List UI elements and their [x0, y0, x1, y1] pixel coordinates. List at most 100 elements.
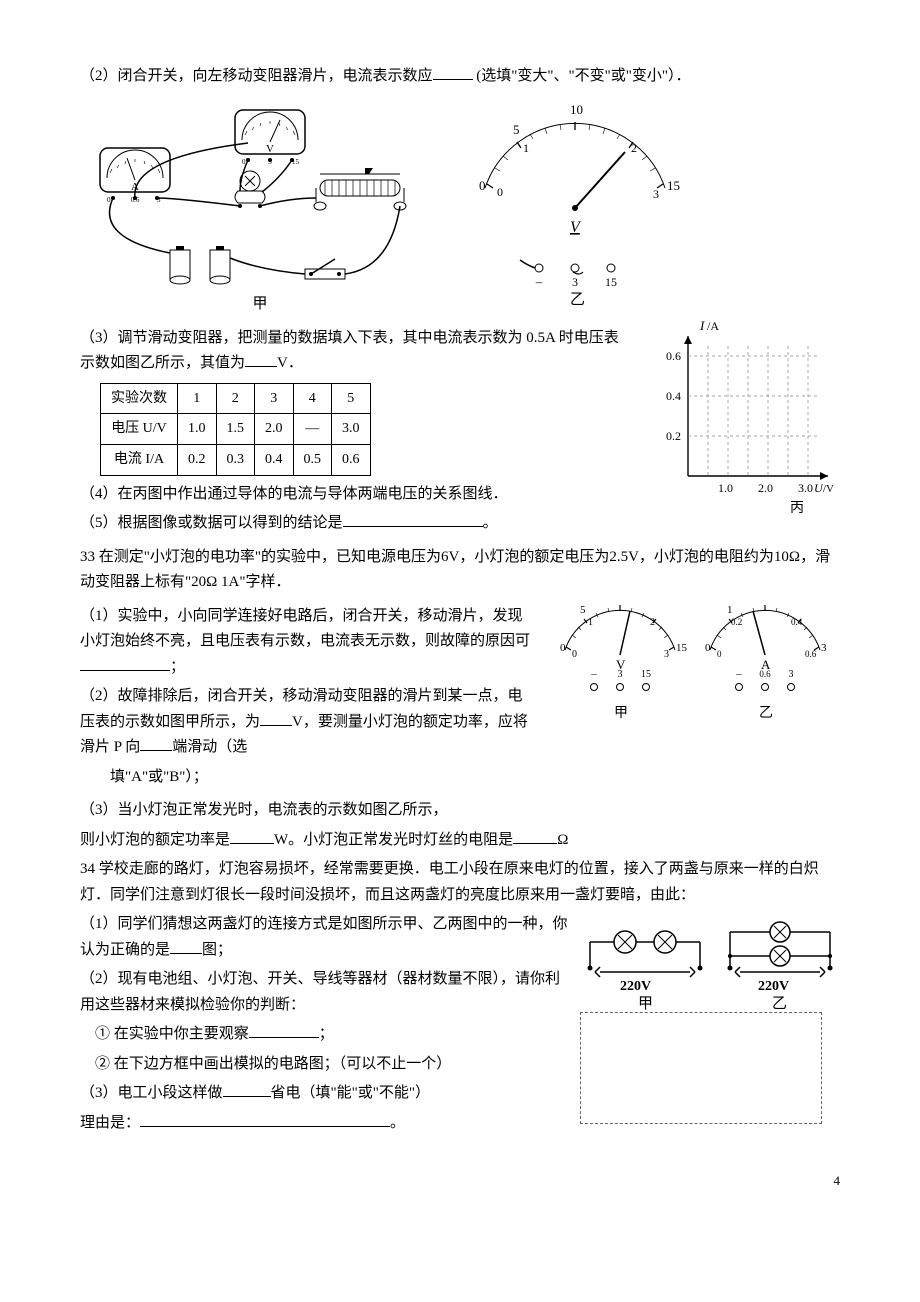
svg-text:3: 3: [572, 275, 578, 289]
graph-bing: I/A 0.6 0.4 0.2 1.0 2.0 3.0 U/V 丙: [640, 316, 840, 516]
th: 电流 I/A: [101, 445, 178, 476]
q2-text-b: (选填"变大"、"不变"或"变小"）．: [476, 68, 690, 84]
q3-blank[interactable]: [245, 351, 277, 367]
q33-blank2[interactable]: [260, 710, 292, 726]
q34-p21b: ；: [319, 1026, 334, 1042]
svg-text:15: 15: [667, 178, 680, 193]
q33-intro: 33 在测定"小灯泡的电功率"的实验中，已知电源电压为6V，小灯泡的额定电压为2…: [80, 545, 840, 596]
td: 1.5: [216, 414, 255, 445]
graph-svg: I/A 0.6 0.4 0.2 1.0 2.0 3.0 U/V 丙: [640, 316, 840, 516]
svg-text:0: 0: [497, 185, 503, 199]
q2-blank[interactable]: [433, 64, 473, 80]
q34-circuits-svg: 220V 甲 220V 乙: [580, 912, 840, 1012]
q3-text-a: （3）调节滑动变阻器，把测量的数据填入下表，其中电流表示数为 0.5A 时电压表…: [80, 330, 619, 372]
td: 3: [255, 383, 294, 414]
q34-blank3[interactable]: [223, 1081, 271, 1097]
svg-text:–: –: [735, 668, 742, 680]
svg-text:3: 3: [664, 649, 669, 660]
svg-text:0: 0: [705, 642, 711, 654]
q33-p2c: 端滑动（选: [172, 739, 247, 755]
q33-p2: （2）故障排除后，闭合开关，移动滑动变阻器的滑片到某一点，电压表的示数如图甲所示…: [80, 684, 530, 761]
q33-p3b: 则小灯泡的额定功率是W。小灯泡正常发光时灯丝的电阻是Ω: [80, 828, 840, 854]
q33-p3a: （3）当小灯泡正常发光时，电流表的示数如图乙所示，: [80, 802, 448, 818]
svg-text:220V: 220V: [620, 979, 651, 994]
svg-text:3: 3: [618, 669, 623, 680]
q34-p3ct: 理由是：: [80, 1115, 140, 1131]
q34-p3b: 省电（填"能"或"不能"）: [271, 1085, 431, 1101]
q34-p3dt: 。: [390, 1115, 405, 1131]
circuit-jia: A 00.63 V 0315: [80, 98, 420, 318]
td: 4: [293, 383, 332, 414]
td: 0.3: [216, 445, 255, 476]
svg-text:V: V: [570, 219, 582, 236]
q5-blank[interactable]: [343, 511, 483, 527]
svg-text:15: 15: [641, 669, 651, 680]
svg-text:3.0: 3.0: [798, 481, 813, 495]
svg-text:3: 3: [653, 187, 659, 201]
q33-meters: 05 1015 01 23 V – 3 15 甲: [550, 600, 840, 730]
svg-text:3: 3: [789, 669, 794, 680]
q33-p1: （1）实验中，小向同学连接好电路后，闭合开关，移动滑片，发现小灯泡始终不亮，且电…: [80, 604, 530, 681]
td: 1: [178, 383, 217, 414]
q34-blank2[interactable]: [249, 1022, 319, 1038]
svg-text:–: –: [535, 274, 543, 289]
svg-text:乙: 乙: [570, 292, 585, 308]
svg-text:0: 0: [717, 649, 722, 659]
q33-blank5[interactable]: [513, 828, 557, 844]
svg-text:0: 0: [560, 642, 566, 654]
svg-text:1.0: 1.0: [718, 481, 733, 495]
q33-blank1[interactable]: [80, 655, 170, 671]
meters-svg: 05 1015 01 23 V – 3 15 甲: [550, 600, 840, 730]
svg-text:2: 2: [650, 617, 655, 628]
svg-text:丙: 丙: [790, 501, 804, 516]
svg-text:2: 2: [631, 141, 637, 155]
svg-text:2: 2: [762, 600, 768, 602]
td: 0.4: [255, 445, 294, 476]
svg-text:乙: 乙: [772, 996, 787, 1012]
q5-a: （5）根据图像或数据可以得到的结论是: [80, 515, 343, 531]
svg-text:乙: 乙: [759, 705, 773, 721]
svg-text:0.4: 0.4: [791, 617, 803, 627]
q34-p3a: （3）电工小段这样做: [80, 1085, 223, 1101]
table-row: 电压 U/V 1.0 1.5 2.0 — 3.0: [101, 414, 371, 445]
svg-text:0.6: 0.6: [666, 349, 681, 363]
circuit-label: 甲: [252, 296, 267, 312]
q34-circuits: 220V 甲 220V 乙: [580, 912, 840, 1124]
svg-text:5: 5: [513, 122, 520, 137]
td: 2.0: [255, 414, 294, 445]
td: 0.5: [293, 445, 332, 476]
td: 0.2: [178, 445, 217, 476]
svg-text:1: 1: [588, 617, 593, 628]
q33-p2d: 填"A"或"B"）；: [80, 765, 530, 791]
q33-blank3[interactable]: [140, 735, 172, 751]
q34-blank1[interactable]: [170, 938, 202, 954]
voltmeter-svg: 0 5 10 15 0 1 2 3 V – 3: [460, 98, 690, 308]
svg-text:0.4: 0.4: [666, 389, 681, 403]
td: —: [293, 414, 332, 445]
svg-text:V: V: [266, 143, 274, 155]
td: 0.6: [332, 445, 371, 476]
svg-text:3: 3: [821, 642, 827, 654]
td: 2: [216, 383, 255, 414]
svg-text:10: 10: [614, 600, 626, 602]
q33-p1b: ；: [170, 659, 185, 675]
svg-text:甲: 甲: [614, 706, 628, 721]
svg-text:0.6: 0.6: [759, 669, 771, 679]
svg-text:0: 0: [479, 178, 486, 193]
answer-box[interactable]: [580, 1012, 822, 1124]
td: 1.0: [178, 414, 217, 445]
svg-text:2.0: 2.0: [758, 481, 773, 495]
q2-text-a: （2）闭合开关，向左移动变阻器滑片，电流表示数应: [80, 68, 433, 84]
q34-intro: 34 学校走廊的路灯，灯泡容易损坏，经常需要更换．电工小段在原来电灯的位置，接入…: [80, 857, 840, 908]
svg-text:/A: /A: [707, 319, 719, 333]
svg-text:–: –: [590, 668, 597, 680]
q33-blank4[interactable]: [230, 828, 274, 844]
q33-p3dt: Ω: [557, 832, 568, 848]
q33-p1a: （1）实验中，小向同学连接好电路后，闭合开关，移动滑片，发现小灯泡始终不亮，且电…: [80, 608, 530, 650]
svg-text:1: 1: [523, 141, 529, 155]
q34-p1b: 图；: [202, 942, 232, 958]
q34-blank4[interactable]: [140, 1111, 390, 1127]
q34-p21a: ① 在实验中你主要观察: [95, 1026, 249, 1042]
svg-text:I: I: [699, 318, 705, 333]
q33-p3bt: 则小灯泡的额定功率是: [80, 832, 230, 848]
